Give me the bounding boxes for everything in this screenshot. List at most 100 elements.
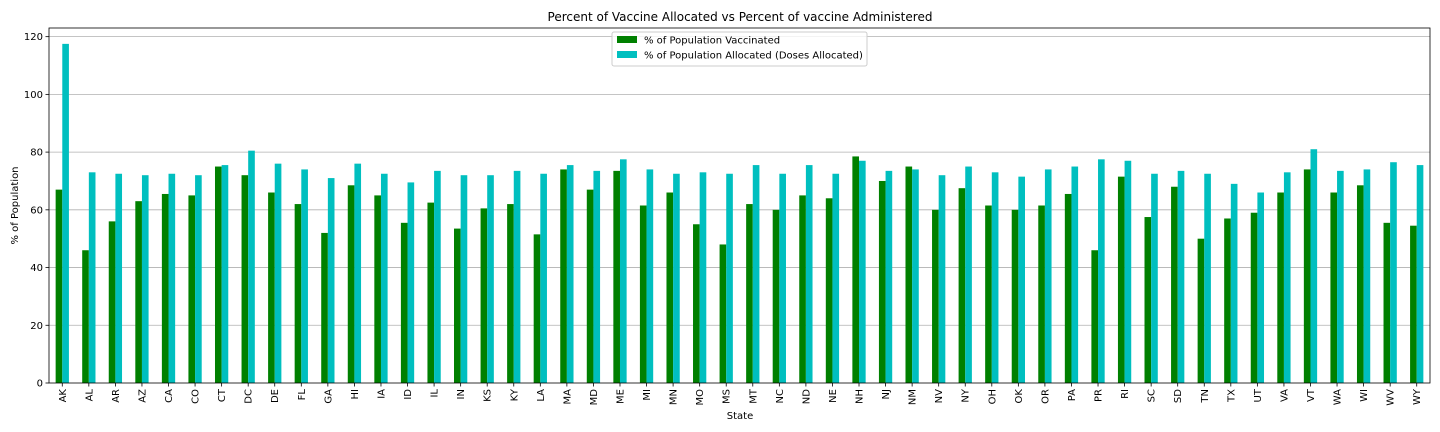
bar-vaccinated-de [268, 192, 275, 383]
legend-label-allocated: % of Population Allocated (Doses Allocat… [644, 51, 863, 62]
bar-vaccinated-ak [55, 189, 63, 383]
bar-allocated-mi [646, 169, 654, 383]
bar-vaccinated-id [400, 222, 408, 383]
bar-vaccinated-ct [214, 166, 222, 383]
x-tick-label-de: DE [270, 389, 281, 403]
bar-vaccinated-ky [507, 204, 514, 383]
x-tick-label-in: IN [456, 389, 467, 399]
bar-allocated-wv [1390, 162, 1397, 383]
x-tick-label-ks: KS [483, 389, 494, 402]
y-tick-label: 100 [24, 90, 43, 101]
bar-vaccinated-al [82, 250, 89, 383]
x-tick-label-nc: NC [775, 389, 786, 403]
bar-allocated-sc [1151, 173, 1158, 383]
bar-vaccinated-nh [852, 156, 860, 383]
bar-allocated-ga [327, 178, 335, 383]
bar-allocated-az [141, 175, 149, 383]
bar-allocated-tx [1230, 183, 1238, 383]
bar-vaccinated-hi [347, 185, 355, 383]
y-tick-label: 40 [30, 263, 43, 274]
bar-vaccinated-me [613, 170, 620, 383]
x-tick-label-ga: GA [323, 389, 334, 404]
bar-vaccinated-co [188, 195, 196, 383]
y-tick-label: 0 [37, 379, 43, 390]
bar-vaccinated-wi [1356, 185, 1364, 383]
x-tick-label-il: IL [430, 389, 441, 398]
bar-allocated-hi [354, 163, 362, 383]
x-tick-label-pr: PR [1094, 389, 1105, 402]
legend-swatch-allocated [617, 51, 637, 58]
bar-allocated-ia [380, 173, 388, 383]
x-tick-label-or: OR [1040, 389, 1051, 404]
x-tick-label-co: CO [191, 389, 202, 404]
bar-vaccinated-wv [1383, 222, 1391, 383]
bar-allocated-pr [1098, 159, 1105, 383]
bar-allocated-ky [513, 170, 521, 383]
bar-allocated-nd [805, 165, 813, 383]
bar-allocated-me [619, 159, 627, 383]
x-tick-label-ky: KY [509, 388, 520, 401]
x-tick-label-id: ID [403, 389, 414, 400]
bar-allocated-dc [248, 150, 255, 383]
bar-vaccinated-il [427, 202, 435, 383]
bars [55, 43, 1424, 384]
chart-title: Percent of Vaccine Allocated vs Percent … [548, 10, 933, 24]
bar-vaccinated-la [533, 234, 541, 383]
x-axis-label: State [727, 411, 753, 422]
bar-allocated-nj [885, 170, 893, 383]
x-tick-label-ia: IA [376, 389, 387, 399]
y-axis-ticks: 0 20 40 60 80 100 120 [24, 32, 49, 390]
bar-allocated-md [593, 170, 601, 383]
bar-vaccinated-mt [746, 204, 753, 383]
legend: % of Population Vaccinated % of Populati… [611, 31, 868, 67]
x-tick-label-ak: AK [58, 389, 69, 403]
x-tick-label-vt: VT [1306, 388, 1317, 402]
bar-vaccinated-va [1277, 192, 1284, 383]
x-tick-label-pa: PA [1067, 389, 1078, 401]
bar-allocated-ri [1124, 160, 1132, 383]
x-tick-label-nv: NV [934, 389, 945, 403]
bar-allocated-ks [487, 175, 494, 383]
bar-vaccinated-nv [932, 209, 939, 383]
x-tick-label-va: VA [1279, 389, 1290, 402]
bar-allocated-nv [938, 175, 946, 383]
x-tick-label-ms: MS [722, 389, 733, 404]
bar-vaccinated-nc [772, 209, 780, 383]
x-tick-label-wa: WA [1333, 389, 1344, 405]
bar-allocated-pa [1071, 166, 1079, 383]
bar-allocated-id [407, 182, 415, 383]
x-tick-label-nj: NJ [881, 389, 892, 399]
bar-vaccinated-mi [639, 205, 647, 383]
bar-vaccinated-vt [1303, 169, 1311, 383]
bar-allocated-nh [859, 160, 866, 383]
x-tick-label-nd: ND [801, 389, 812, 404]
bar-vaccinated-nj [878, 180, 886, 383]
y-tick-label: 120 [24, 32, 43, 43]
bar-vaccinated-wa [1330, 192, 1338, 383]
bar-vaccinated-in [454, 228, 461, 383]
x-tick-label-sd: SD [1173, 389, 1184, 403]
bar-allocated-tn [1204, 173, 1211, 383]
bar-allocated-ne [832, 173, 840, 383]
x-tick-label-dc: DC [244, 389, 255, 404]
bar-allocated-ok [1018, 176, 1025, 383]
x-tick-label-la: LA [536, 389, 547, 402]
bar-vaccinated-or [1038, 205, 1045, 383]
y-tick-label: 20 [30, 321, 43, 332]
bar-vaccinated-ks [480, 208, 488, 383]
bar-allocated-sd [1177, 170, 1185, 383]
x-tick-label-md: MD [589, 389, 600, 406]
plot-frame [48, 27, 1431, 384]
x-tick-label-ny: NY [961, 388, 972, 402]
x-tick-label-ut: UT [1253, 388, 1264, 402]
x-tick-label-wy: WY [1412, 388, 1423, 405]
bar-vaccinated-pa [1064, 193, 1072, 383]
x-tick-label-mn: MN [669, 389, 680, 405]
bar-vaccinated-mn [666, 192, 674, 383]
bar-allocated-nm [912, 169, 919, 383]
x-tick-label-tn: TN [1200, 389, 1211, 404]
bar-vaccinated-sc [1144, 217, 1152, 383]
x-tick-label-sc: SC [1147, 389, 1158, 402]
x-tick-label-mi: MI [642, 389, 653, 401]
